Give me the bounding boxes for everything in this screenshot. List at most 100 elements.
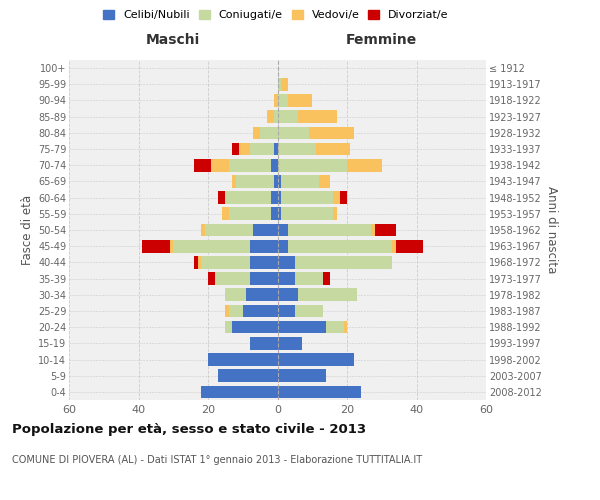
- Bar: [347, 159, 382, 172]
- Bar: [281, 78, 288, 90]
- Bar: [194, 159, 211, 172]
- Bar: [222, 208, 229, 220]
- Bar: [208, 272, 215, 285]
- Bar: [274, 142, 277, 156]
- Bar: [392, 240, 395, 252]
- Bar: [232, 142, 239, 156]
- Bar: [218, 192, 226, 204]
- Bar: [215, 272, 250, 285]
- Bar: [201, 386, 277, 398]
- Bar: [281, 208, 333, 220]
- Bar: [274, 94, 277, 107]
- Bar: [281, 192, 333, 204]
- Text: COMUNE DI PIOVERA (AL) - Dati ISTAT 1° gennaio 2013 - Elaborazione TUTTITALIA.IT: COMUNE DI PIOVERA (AL) - Dati ISTAT 1° g…: [12, 455, 422, 465]
- Bar: [277, 224, 288, 236]
- Bar: [250, 272, 277, 285]
- Bar: [277, 110, 298, 123]
- Bar: [218, 370, 277, 382]
- Bar: [274, 110, 277, 123]
- Bar: [271, 192, 277, 204]
- Bar: [309, 126, 354, 139]
- Bar: [298, 288, 358, 301]
- Bar: [295, 304, 323, 318]
- Bar: [340, 192, 347, 204]
- Y-axis label: Anni di nascita: Anni di nascita: [545, 186, 559, 274]
- Bar: [226, 321, 232, 334]
- Bar: [277, 208, 281, 220]
- Bar: [246, 288, 277, 301]
- Bar: [173, 240, 250, 252]
- Bar: [205, 224, 253, 236]
- Bar: [250, 142, 274, 156]
- Bar: [277, 370, 326, 382]
- Bar: [295, 256, 392, 268]
- Bar: [288, 224, 371, 236]
- Bar: [229, 304, 243, 318]
- Bar: [277, 94, 288, 107]
- Bar: [277, 142, 316, 156]
- Bar: [277, 386, 361, 398]
- Bar: [277, 337, 302, 349]
- Bar: [229, 159, 271, 172]
- Bar: [344, 321, 347, 334]
- Bar: [277, 353, 354, 366]
- Bar: [277, 240, 288, 252]
- Bar: [375, 224, 395, 236]
- Bar: [271, 208, 277, 220]
- Bar: [277, 288, 298, 301]
- Bar: [211, 159, 229, 172]
- Bar: [274, 175, 277, 188]
- Bar: [277, 321, 326, 334]
- Y-axis label: Fasce di età: Fasce di età: [20, 195, 34, 265]
- Bar: [226, 304, 229, 318]
- Bar: [239, 142, 250, 156]
- Bar: [333, 208, 337, 220]
- Bar: [226, 288, 246, 301]
- Bar: [201, 224, 205, 236]
- Bar: [316, 142, 350, 156]
- Bar: [267, 110, 274, 123]
- Bar: [277, 304, 295, 318]
- Bar: [277, 272, 295, 285]
- Bar: [277, 78, 281, 90]
- Bar: [201, 256, 250, 268]
- Bar: [271, 159, 277, 172]
- Bar: [295, 272, 323, 285]
- Bar: [170, 240, 173, 252]
- Bar: [298, 110, 337, 123]
- Bar: [142, 240, 170, 252]
- Bar: [236, 175, 274, 188]
- Bar: [197, 256, 201, 268]
- Bar: [253, 126, 260, 139]
- Bar: [277, 192, 281, 204]
- Bar: [277, 175, 281, 188]
- Legend: Celibi/Nubili, Coniugati/e, Vedovi/e, Divorziat/e: Celibi/Nubili, Coniugati/e, Vedovi/e, Di…: [99, 6, 453, 25]
- Text: Maschi: Maschi: [146, 33, 200, 47]
- Bar: [277, 159, 347, 172]
- Bar: [226, 192, 271, 204]
- Text: Popolazione per età, sesso e stato civile - 2013: Popolazione per età, sesso e stato civil…: [12, 422, 366, 436]
- Bar: [250, 256, 277, 268]
- Bar: [277, 126, 309, 139]
- Bar: [208, 353, 277, 366]
- Bar: [232, 321, 277, 334]
- Bar: [243, 304, 277, 318]
- Bar: [395, 240, 424, 252]
- Bar: [323, 272, 329, 285]
- Bar: [250, 337, 277, 349]
- Bar: [288, 240, 392, 252]
- Text: Femmine: Femmine: [346, 33, 418, 47]
- Bar: [277, 256, 295, 268]
- Bar: [250, 240, 277, 252]
- Bar: [232, 175, 236, 188]
- Bar: [194, 256, 197, 268]
- Bar: [333, 192, 340, 204]
- Bar: [319, 175, 329, 188]
- Bar: [281, 175, 319, 188]
- Bar: [260, 126, 277, 139]
- Bar: [288, 94, 312, 107]
- Bar: [229, 208, 271, 220]
- Bar: [371, 224, 375, 236]
- Bar: [253, 224, 277, 236]
- Bar: [326, 321, 344, 334]
